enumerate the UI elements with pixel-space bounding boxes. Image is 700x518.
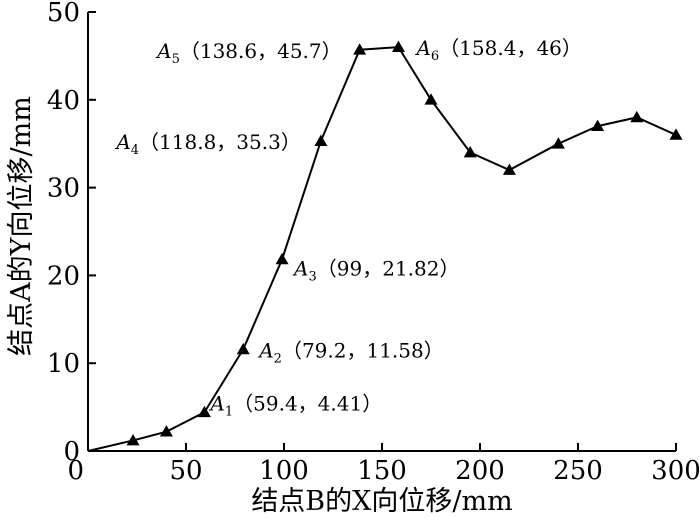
point-annotation: A5（138.6，45.7）: [155, 39, 342, 67]
point-annotation: A6（158.4，46）: [414, 36, 581, 64]
y-tick-label: 20: [47, 261, 80, 291]
series-line: [87, 46, 677, 452]
data-point-marker: [353, 43, 367, 55]
y-tick-label: 30: [47, 174, 80, 204]
chart-axes: [87, 12, 676, 452]
annotation-coordinates: （59.4，4.41）: [233, 391, 382, 415]
y-tick-label: 10: [47, 349, 80, 379]
data-point-marker: [314, 134, 328, 146]
annotation-point-name: A: [292, 256, 308, 280]
annotation-coordinates: （138.6，45.7）: [180, 39, 342, 63]
x-tick-label: 300: [651, 456, 700, 486]
annotation-subscript: 6: [431, 49, 439, 64]
x-tick-label: 0: [67, 456, 84, 486]
x-tick-label: 200: [455, 456, 505, 486]
annotation-subscript: 3: [308, 269, 316, 284]
data-point-marker: [236, 342, 250, 355]
x-axis-title: 结点B的X向位移/mm: [251, 486, 512, 517]
data-point-marker: [197, 405, 211, 418]
data-point-marker: [126, 433, 140, 446]
y-tick-label: 0: [63, 437, 80, 467]
data-point-marker: [551, 137, 565, 149]
annotation-point-name: A: [114, 130, 130, 154]
annotation-subscript: 1: [225, 404, 233, 419]
data-point-marker: [463, 145, 477, 158]
annotation-subscript: 5: [172, 52, 180, 67]
axis-ticks: 0 50 100 150 200 250 300 0 10 20 30 40 50: [47, 0, 700, 486]
y-tick-label: 40: [47, 86, 80, 116]
annotation-subscript: 2: [274, 351, 282, 366]
x-tick-label: 100: [259, 456, 309, 486]
annotation-coordinates: （118.8，35.3）: [139, 130, 301, 154]
data-point-marker: [275, 252, 289, 265]
x-tick-label: 150: [357, 456, 407, 486]
annotation-subscript: 4: [131, 143, 139, 158]
y-axis-title: 结点A的Y向位移/mm: [6, 96, 37, 356]
annotation-point-name: A: [414, 36, 430, 60]
data-point-marker: [669, 128, 683, 140]
data-point-marker: [159, 425, 173, 437]
point-annotation: A2（79.2，11.58）: [257, 338, 444, 366]
point-annotations: A1（59.4，4.41）A2（79.2，11.58）A3（99，21.82）A…: [114, 36, 582, 419]
y-tick-label: 50: [47, 0, 80, 28]
data-point-marker: [591, 119, 605, 132]
annotation-coordinates: （79.2，11.58）: [282, 338, 444, 362]
x-tick-label: 250: [553, 456, 603, 486]
data-point-marker: [630, 110, 644, 123]
data-point-marker: [391, 40, 405, 52]
series-markers: [126, 40, 683, 446]
data-point-marker: [502, 163, 516, 175]
annotation-coordinates: （158.4，46）: [439, 36, 582, 60]
point-annotation: A4（118.8，35.3）: [114, 130, 301, 158]
annotation-point-name: A: [155, 39, 171, 63]
point-annotation: A1（59.4，4.41）: [208, 391, 382, 419]
data-point-marker: [424, 93, 438, 105]
annotation-point-name: A: [208, 391, 224, 415]
series-line-group: [87, 46, 677, 452]
x-tick-label: 50: [169, 456, 202, 486]
point-annotation: A3（99，21.82）: [292, 256, 459, 284]
annotation-coordinates: （99，21.82）: [317, 256, 460, 280]
annotation-point-name: A: [257, 338, 273, 362]
